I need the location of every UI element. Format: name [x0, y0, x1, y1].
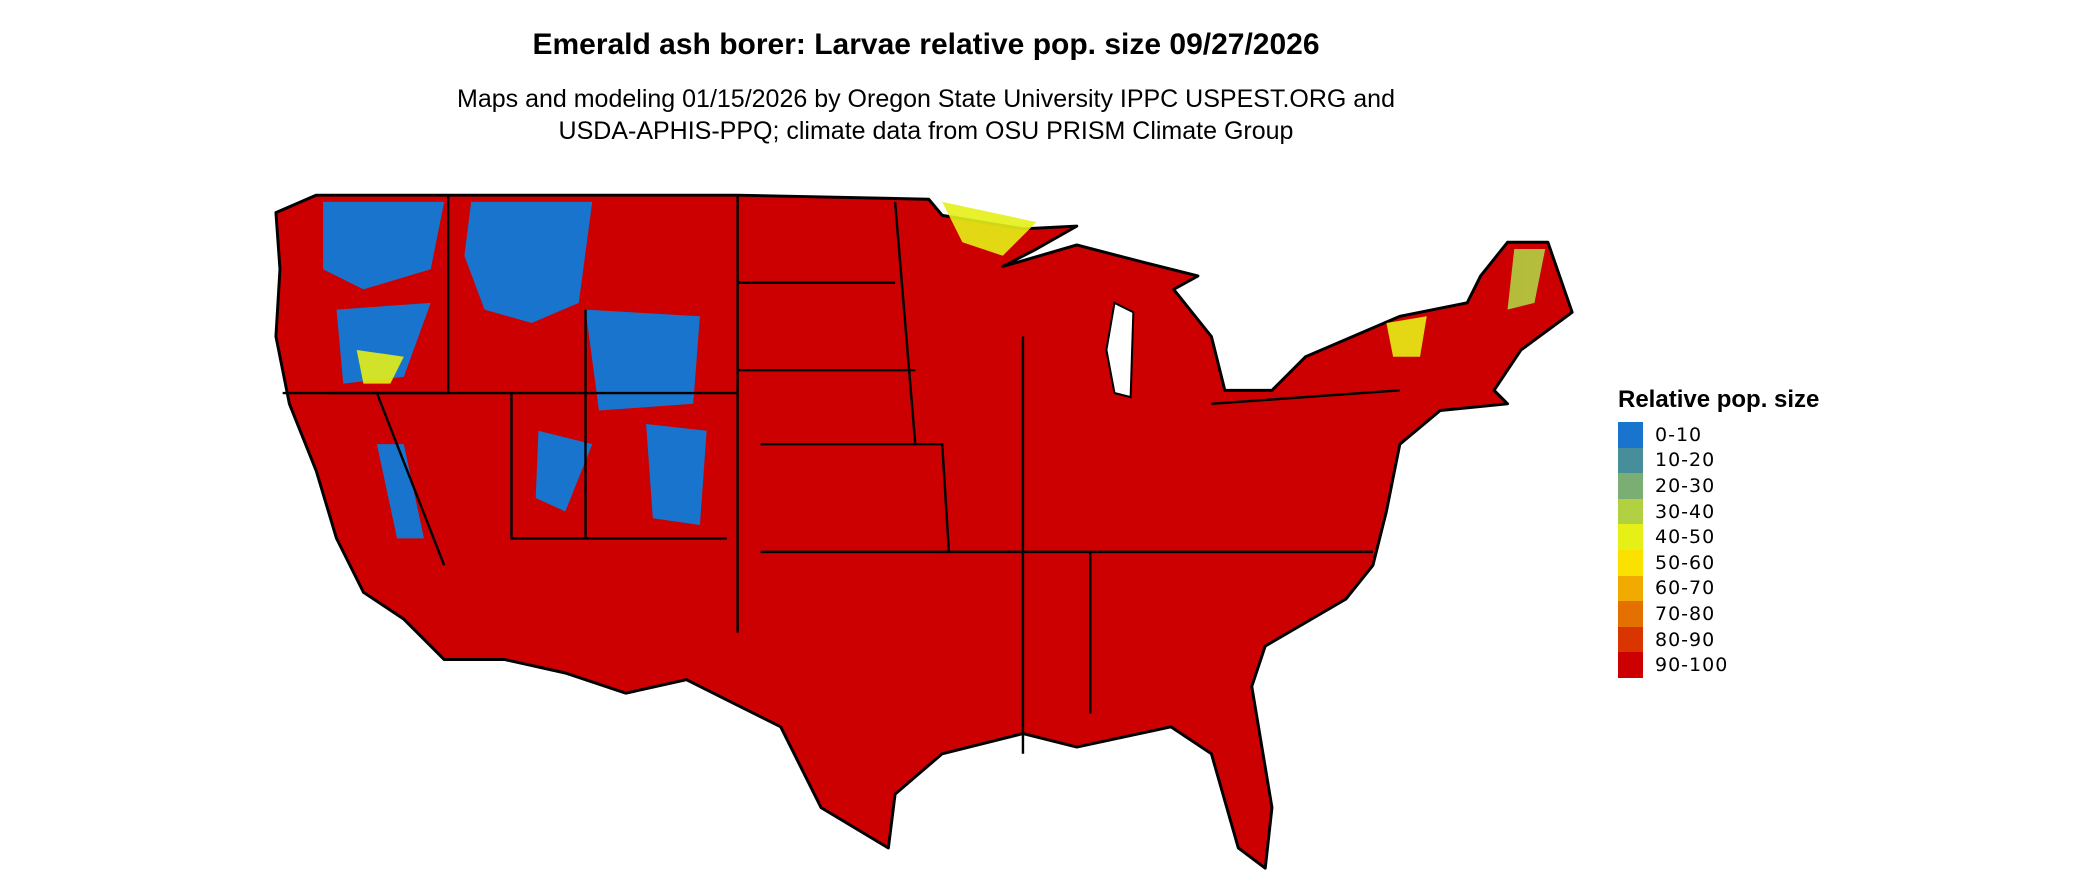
legend-swatch [1618, 549, 1643, 576]
low-population-areas [323, 201, 707, 539]
legend-swatch [1618, 575, 1643, 602]
legend-swatch [1618, 652, 1643, 678]
legend-swatch [1618, 447, 1643, 474]
legend-item: 0-10 [1618, 422, 1819, 448]
legend-label: 10-20 [1655, 449, 1716, 472]
legend-item: 90-100 [1618, 652, 1819, 678]
legend-item: 70-80 [1618, 601, 1819, 627]
map-subtitle-line-1: Maps and modeling 01/15/2026 by Oregon S… [457, 85, 1395, 113]
legend-label: 70-80 [1655, 602, 1716, 625]
legend-item: 20-30 [1618, 473, 1819, 499]
legend-label: 90-100 [1655, 654, 1729, 677]
legend-label: 20-30 [1655, 474, 1716, 497]
legend-label: 50-60 [1655, 551, 1716, 574]
map-subtitle-line-2: USDA-APHIS-PPQ; climate data from OSU PR… [558, 117, 1294, 145]
state-borders [282, 195, 1400, 754]
legend-swatch [1618, 422, 1643, 448]
legend-label: 30-40 [1655, 500, 1716, 523]
legend-item: 80-90 [1618, 626, 1819, 653]
us-outline [274, 193, 1574, 870]
legend-label: 60-70 [1655, 577, 1716, 600]
legend-item: 50-60 [1618, 549, 1819, 576]
legend-label: 40-50 [1655, 526, 1716, 549]
legend-swatch [1618, 601, 1643, 627]
legend-swatch [1618, 626, 1643, 653]
legend-item: 40-50 [1618, 524, 1819, 550]
legend-item: 60-70 [1618, 575, 1819, 602]
legend-item: 30-40 [1618, 498, 1819, 525]
legend-swatch [1618, 473, 1643, 499]
legend: Relative pop. size 0-10 10-20 20-30 30-40 40… [1618, 386, 1819, 678]
legend-title: Relative pop. size [1618, 386, 1820, 413]
legend-label: 80-90 [1655, 628, 1716, 651]
legend-swatch [1618, 498, 1643, 525]
medium-population-areas [356, 201, 1546, 384]
legend-swatch [1618, 524, 1643, 550]
legend-label: 0-10 [1655, 423, 1703, 446]
map-title: Emerald ash borer: Larvae relative pop. … [532, 28, 1320, 61]
legend-item: 10-20 [1618, 447, 1819, 474]
lake-michigan [1105, 301, 1135, 399]
